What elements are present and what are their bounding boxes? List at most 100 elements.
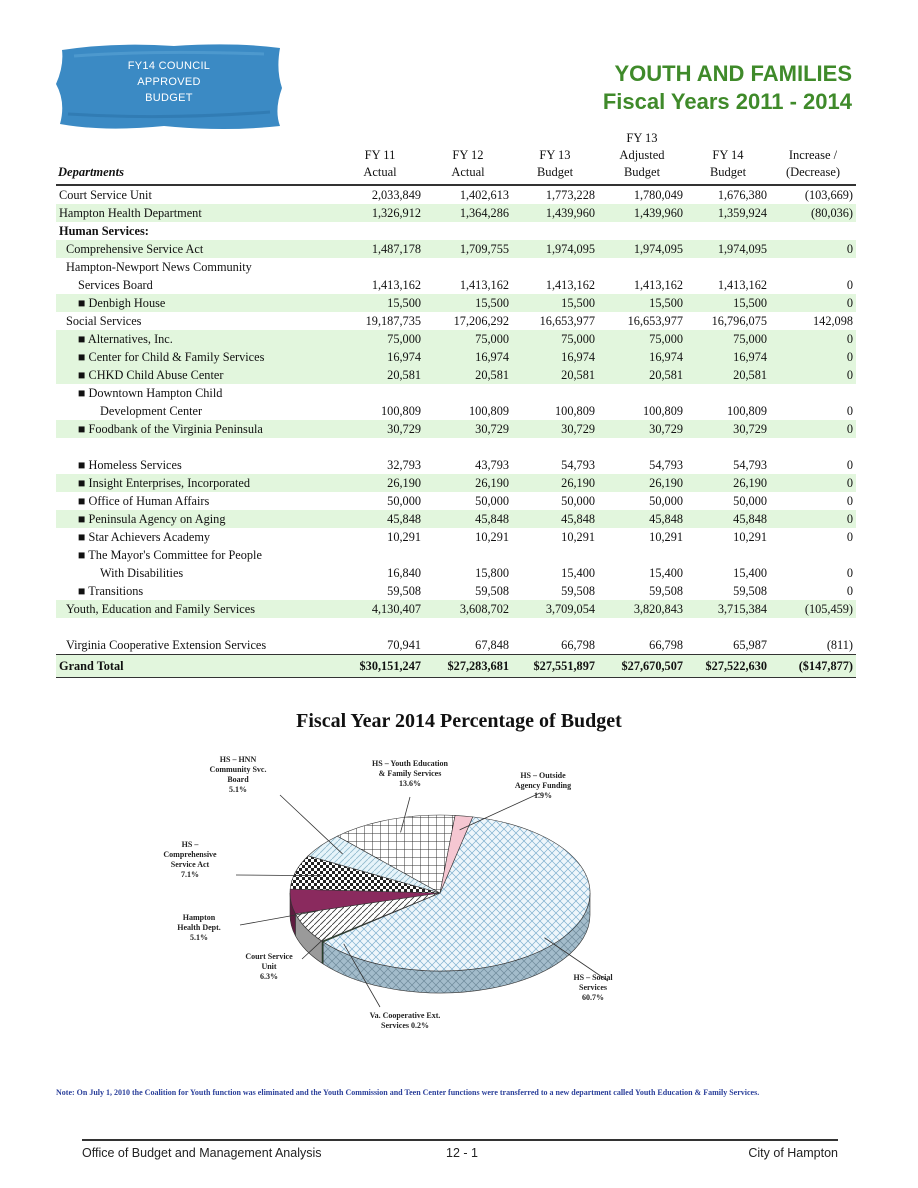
row-value: 16,974 [336,348,424,366]
label-coop-2: Services 0.2% [381,1021,429,1030]
table-row: ■ Center for Child & Family Services 16,9… [56,348,856,366]
row-label-continued: With Disabilities [100,566,184,580]
label-court: Court Service Unit 6.3% [234,952,304,982]
label-yefs-3: 13.6% [399,779,421,788]
row-value: 26,190 [686,474,770,492]
label-csa-4: 7.1% [181,870,199,879]
grand-total-row: Grand Total $30,151,247 $27,283,681 $27,551… [56,654,856,678]
label-yefs-1: HS – Youth Education [372,759,448,768]
header-fy11-line1: FY 11 [364,148,396,162]
row-value: 45,848 [598,510,686,528]
row-department: ■ Alternatives, Inc. [56,330,336,348]
row-value: 26,190 [598,474,686,492]
table-row: ■ Transitions 59,508 59,508 59,508 59,508 59,… [56,582,856,600]
table-row: Human Services: [56,222,856,240]
row-value: 1,413,162 [336,258,424,294]
row-value: 100,809 [598,384,686,420]
row-value: 0 [770,258,856,294]
row-value: 75,000 [686,330,770,348]
grand-total-label: Grand Total [56,654,336,678]
row-value: 1,359,924 [686,204,770,222]
row-value: 43,793 [475,458,509,472]
header-increase: Increase / (Decrease) [770,130,856,186]
row-department: Social Services [56,312,336,330]
grand-total-value: $27,551,897 [512,654,598,678]
row-label: ■ Downtown Hampton Child [78,386,223,400]
row-value: 0 [770,348,856,366]
row-value [336,222,424,240]
label-outside-2: Agency Funding [514,781,572,790]
row-value: 59,508 [649,584,683,598]
row-value: 54,793 [561,458,595,472]
row-value: 75,000 [512,330,598,348]
row-value: 16,974 [598,348,686,366]
row-label-continued: Development Center [100,404,203,418]
row-label: Youth, Education and Family Services [66,602,255,616]
row-value: 1,974,095 [598,240,686,258]
row-department: Youth, Education and Family Services [56,600,336,618]
label-social: HS – Social Services 60.7% [558,973,628,1003]
row-value: 4,130,407 [336,600,424,618]
row-value: 67,848 [475,638,509,652]
spacer-row [56,618,856,636]
header-fy11: FY 11 Actual [336,130,424,186]
row-department: ■ Foodbank of the Virginia Peninsula [56,420,336,438]
table-row: ■ Alternatives, Inc. 75,000 75,000 75,000 75… [56,330,856,348]
row-department: ■ Transitions [56,582,336,600]
label-hnn-4: 5.1% [229,785,247,794]
label-outside-1: HS – Outside [520,771,566,780]
grand-total-value: $27,283,681 [424,654,512,678]
label-csa-3: Service Act [170,860,210,869]
row-value: 20,581 [598,366,686,384]
row-value: 66,798 [561,638,595,652]
header-fy11-line2: Actual [363,165,397,179]
row-department: ■ Insight Enterprises, Incorporated [56,474,336,492]
row-value: 3,709,054 [512,600,598,618]
row-value: 30,729 [512,420,598,438]
row-value: 16,974 [686,348,770,366]
row-value [598,222,686,240]
row-value: 20,581 [424,366,512,384]
row-value: (103,669) [804,188,853,202]
header-fy13adj-line2: Adjusted [619,148,665,162]
title-line-2: Fiscal Years 2011 - 2014 [602,89,852,114]
label-yefs-2: & Family Services [378,769,442,778]
footnote: Note: On July 1, 2010 the Coalition for … [56,1088,760,1097]
table-row: ■ Star Achievers Academy 10,291 10,291 10,2… [56,528,856,546]
row-value: 50,000 [561,494,595,508]
row-value: 66,798 [649,638,683,652]
row-value: 1,402,613 [459,188,509,202]
header-fy13adj-line3: Budget [623,165,661,179]
row-value: 142,098 [813,314,853,328]
pie-slice-social-services [322,816,591,972]
grand-total-value: ($147,877) [770,654,856,678]
row-value: 45,848 [512,510,598,528]
leader-line-outside-agency [459,792,541,831]
row-label: Comprehensive Service Act [66,242,204,256]
row-label: ■ Peninsula Agency on Aging [78,512,226,526]
row-value: 0 [846,530,853,544]
row-value: 0 [770,294,856,312]
row-department: ■ Center for Child & Family Services [56,348,336,366]
row-label: ■ Denbigh House [78,296,166,310]
row-value: 50,000 [475,494,509,508]
row-value: 26,190 [512,474,598,492]
pie-slice-youth-education [336,814,456,894]
row-value: 50,000 [649,494,683,508]
row-value: 30,729 [424,420,512,438]
table-row: ■ Downtown Hampton Child Development Cent… [56,384,856,420]
row-value: 10,291 [475,530,509,544]
label-health-2: Health Dept. [177,923,221,932]
row-value: 10,291 [649,530,683,544]
row-value: 32,793 [387,458,421,472]
row-value: (811) [826,638,853,652]
row-value: 59,508 [561,584,595,598]
row-value: 65,987 [733,638,767,652]
leader-line-court-service [301,932,331,960]
row-value: 45,848 [686,510,770,528]
table-row: Virginia Cooperative Extension Services 7… [56,636,856,655]
table-header-row: Departments FY 11 Actual FY 12 Actual FY 1… [56,130,856,186]
row-value: 1,413,162 [686,258,770,294]
table-row: Hampton-Newport News Community Services B… [56,258,856,294]
table-row: Court Service Unit 2,033,849 1,402,613 1,77… [56,185,856,204]
